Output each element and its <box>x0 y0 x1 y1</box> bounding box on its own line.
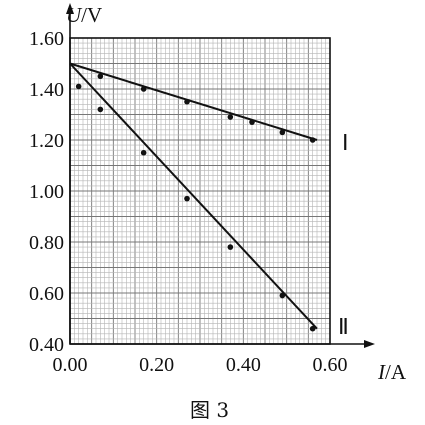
grid-layer <box>69 37 331 345</box>
y-axis-symbol: U <box>66 3 83 27</box>
data-point <box>97 106 104 113</box>
data-point <box>309 325 316 332</box>
series-line <box>69 62 318 330</box>
data-point <box>227 114 234 120</box>
x-axis-arrow <box>364 340 375 348</box>
data-point <box>140 86 147 92</box>
y-tick-label: 0.80 <box>29 232 64 254</box>
y-axis-unit: /V <box>81 3 102 27</box>
x-axis-title: I/A <box>377 360 407 384</box>
data-point <box>309 137 316 143</box>
series-line <box>69 62 318 141</box>
series-i <box>69 62 318 143</box>
y-tick-label: 1.60 <box>29 28 64 50</box>
y-tick-label: 1.40 <box>29 79 64 101</box>
data-point <box>249 119 255 125</box>
x-tick-label: 0.40 <box>226 354 261 376</box>
axes-layer <box>66 3 375 348</box>
series-label-i: Ⅰ <box>342 130 349 155</box>
y-axis-arrow <box>66 3 74 14</box>
y-tick-label: 1.00 <box>29 181 64 203</box>
series-layer <box>69 62 318 332</box>
y-tick-label: 0.60 <box>29 283 64 305</box>
data-point <box>140 149 147 156</box>
y-tick-label: 1.20 <box>29 130 64 152</box>
data-point <box>184 98 190 105</box>
x-tick-label: 0.00 <box>53 354 88 376</box>
x-tick-label: 0.60 <box>313 354 348 376</box>
data-point <box>75 83 82 90</box>
x-tick-label: 0.20 <box>139 354 174 376</box>
data-point <box>184 195 190 202</box>
series-label-ii: Ⅱ <box>338 314 349 339</box>
tick-labels: 0.40 0.60 0.80 1.00 1.20 1.40 1.60 0.00 0.20 0.40… <box>29 28 348 376</box>
data-point <box>279 129 286 136</box>
x-axis-unit: /A <box>385 360 407 384</box>
y-axis-title: U/V <box>66 3 102 27</box>
series-ii <box>69 62 318 332</box>
y-tick-label: 0.40 <box>29 334 64 356</box>
x-axis-symbol: I <box>377 360 386 384</box>
data-point <box>227 244 234 250</box>
data-point <box>279 292 286 299</box>
data-point <box>97 73 104 80</box>
figure-caption: 图 3 <box>190 398 229 422</box>
